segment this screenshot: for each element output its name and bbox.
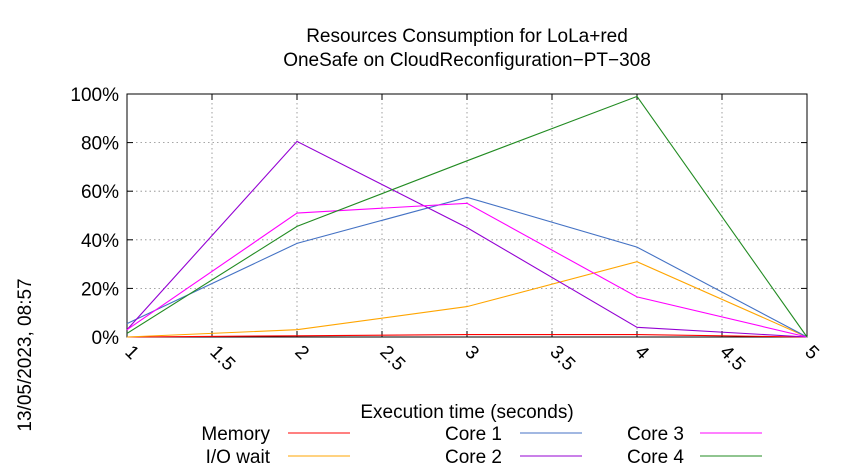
y-tick-label: 40% [81, 231, 119, 252]
series-line-core-2 [126, 140, 808, 338]
chart-title: Resources Consumption for LoLa+red [306, 26, 628, 47]
legend-label: Core 4 [627, 447, 684, 468]
y-tick-label: 100% [70, 85, 119, 106]
series-line-i-o-wait [126, 261, 808, 338]
x-tick-label: 2.5 [375, 342, 409, 376]
series-line-core-3 [126, 202, 808, 338]
series-lines [126, 95, 808, 338]
legend-label: Core 1 [445, 424, 502, 445]
grid-lines [127, 94, 807, 337]
x-tick-label: 4.5 [715, 342, 749, 376]
x-tick-label: 5 [800, 342, 822, 364]
legend-label: Memory [201, 424, 270, 445]
x-tick-label: 3.5 [545, 342, 579, 376]
series-line-core-4 [126, 95, 808, 338]
legend-label: I/O wait [206, 447, 271, 468]
y-tick-label: 0% [92, 328, 120, 349]
x-tick-label: 1.5 [205, 342, 239, 376]
y-tick-label: 20% [81, 279, 119, 300]
legend-label: Core 3 [627, 424, 684, 445]
y-tick-label: 80% [81, 134, 119, 155]
series-line-core-1 [126, 196, 808, 338]
series-line-memory [126, 334, 808, 338]
y-tick-label: 60% [81, 182, 119, 203]
x-tick-label: 3 [460, 342, 482, 364]
x-axis-label: Execution time (seconds) [360, 402, 573, 423]
x-tick-label: 4 [630, 342, 653, 365]
legend-label: Core 2 [445, 447, 502, 468]
x-tick-label: 1 [120, 342, 142, 364]
chart-subtitle: OneSafe on CloudReconfiguration−PT−308 [283, 50, 651, 71]
x-tick-label: 2 [290, 342, 312, 364]
timestamp-label: 13/05/2023, 08:57 [15, 278, 36, 431]
